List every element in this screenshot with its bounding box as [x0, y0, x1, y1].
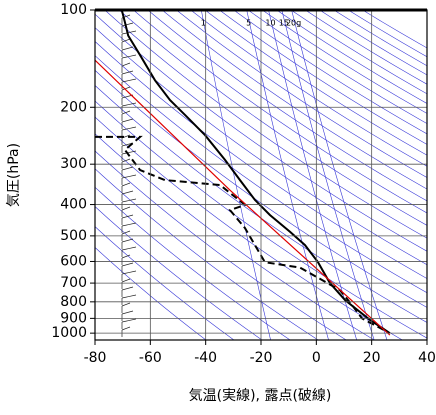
dry-adiabat [62, 10, 436, 340]
profile-line [95, 60, 390, 335]
dry-adiabat [148, 10, 436, 340]
wind-barb [122, 239, 133, 242]
wind-barb [122, 127, 136, 130]
wind-barb [122, 63, 130, 66]
wind-barb [122, 279, 130, 282]
y-tick-label: 200 [60, 99, 87, 115]
dry-adiabat [334, 10, 436, 340]
y-tick-label: 400 [60, 197, 87, 213]
wind-barb [122, 223, 136, 226]
wind-barb [122, 207, 130, 210]
wind-barb [122, 47, 133, 50]
wind-barb [122, 311, 133, 314]
dry-adiabat [234, 10, 436, 340]
y-axis-title: 気圧(hPa) [6, 143, 22, 207]
wind-barb [122, 175, 136, 178]
wind-barb [122, 191, 133, 194]
mixing-ratio-label: 20g [286, 19, 301, 28]
wind-barb [122, 303, 130, 306]
y-tick-label: 500 [60, 228, 87, 244]
wind-barb [122, 215, 133, 218]
wind-barb [122, 247, 136, 250]
dry-adiabat [0, 10, 206, 340]
dry-adiabat [219, 10, 436, 340]
wind-barb [122, 295, 136, 298]
wind-barb [122, 287, 133, 290]
dry-adiabat [33, 10, 436, 340]
dry-adiabat [0, 10, 290, 340]
wind-barb [122, 263, 133, 266]
wind-barb [122, 327, 130, 330]
dry-adiabat [0, 10, 374, 340]
y-tick-label: 100 [60, 2, 87, 18]
x-tick-label: -60 [139, 350, 162, 366]
y-tick-label: 600 [60, 253, 87, 269]
wind-barb [122, 199, 136, 202]
wind-barb [122, 167, 133, 170]
wind-barb [122, 151, 136, 154]
x-tick-label: -80 [84, 350, 107, 366]
y-tick-label: 700 [60, 275, 87, 291]
dry-adiabat [262, 10, 436, 340]
y-tick-label: 300 [60, 156, 87, 172]
wind-barb [122, 79, 136, 82]
wind-barb [122, 23, 133, 26]
x-tick-label: -20 [250, 350, 273, 366]
mixing-ratio-label: 5 [246, 19, 251, 28]
x-tick-label: 0 [312, 350, 321, 366]
wind-barb [122, 119, 133, 122]
x-tick-label: 40 [418, 350, 436, 366]
x-tick-label: 20 [363, 350, 381, 366]
mixing-ratio-label: 1 [201, 19, 206, 28]
y-tick-label: 1000 [51, 325, 87, 341]
dry-adiabat [119, 10, 436, 340]
mixing-ratio-line [282, 10, 374, 340]
dry-adiabat [277, 10, 436, 340]
wind-barb [122, 319, 136, 322]
wind-barb [122, 271, 136, 274]
x-axis-title: 気温(実線), 露点(破線) [189, 388, 332, 404]
wind-barb [122, 183, 130, 186]
dry-adiabat [0, 10, 234, 340]
wind-barb [122, 111, 130, 114]
y-tick-label: 900 [60, 310, 87, 326]
dry-adiabat [291, 10, 436, 340]
dry-adiabat [191, 10, 436, 340]
dry-adiabat [363, 10, 436, 340]
x-tick-label: -40 [194, 350, 217, 366]
y-tick-label: 800 [60, 294, 87, 310]
mixing-ratio-label: 10 [265, 19, 275, 28]
dry-adiabat [162, 10, 436, 340]
